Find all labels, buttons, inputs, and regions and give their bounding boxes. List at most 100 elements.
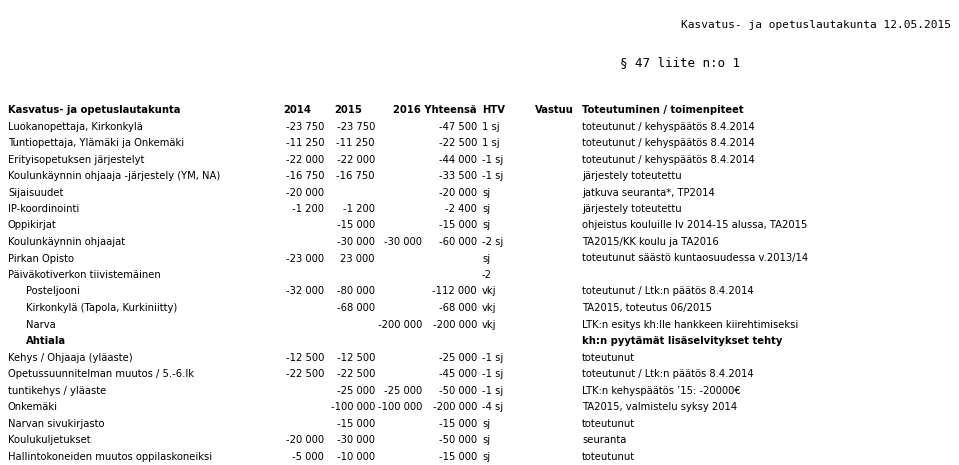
Text: kh:n pyytämät lisäselvitykset tehty: kh:n pyytämät lisäselvitykset tehty	[582, 336, 783, 346]
Text: Kirkonkylä (Tapola, Kurkiniitty): Kirkonkylä (Tapola, Kurkiniitty)	[26, 303, 177, 313]
Text: -12 500: -12 500	[286, 352, 324, 363]
Text: toteutunut / Ltk:n päätös 8.4.2014: toteutunut / Ltk:n päätös 8.4.2014	[582, 369, 754, 379]
Text: vkj: vkj	[482, 303, 497, 313]
Text: HTV: HTV	[482, 105, 505, 115]
Text: -1 sj: -1 sj	[482, 369, 503, 379]
Text: Erityisopetuksen järjestelyt: Erityisopetuksen järjestelyt	[8, 154, 145, 165]
Text: Ahtiala: Ahtiala	[26, 336, 66, 346]
Text: -1 sj: -1 sj	[482, 352, 503, 363]
Text: Posteljooni: Posteljooni	[26, 286, 80, 297]
Text: -22 500: -22 500	[286, 369, 324, 379]
Text: -2: -2	[482, 270, 492, 280]
Text: -100 000: -100 000	[331, 402, 375, 412]
Text: -112 000: -112 000	[433, 286, 477, 297]
Text: -1 200: -1 200	[292, 204, 324, 214]
Text: -15 000: -15 000	[439, 220, 477, 231]
Text: Vastuu: Vastuu	[535, 105, 573, 115]
Text: Narvan sivukirjasto: Narvan sivukirjasto	[8, 418, 105, 429]
Text: 1 sj: 1 sj	[482, 121, 500, 132]
Text: -22 500: -22 500	[337, 369, 375, 379]
Text: § 47 liite n:o 1: § 47 liite n:o 1	[620, 56, 740, 69]
Text: TA2015, valmistelu syksy 2014: TA2015, valmistelu syksy 2014	[582, 402, 737, 412]
Text: -44 000: -44 000	[439, 154, 477, 165]
Text: -5 000: -5 000	[292, 452, 324, 461]
Text: Koulunkäynnin ohjaajat: Koulunkäynnin ohjaajat	[8, 237, 125, 247]
Text: -11 250: -11 250	[337, 138, 375, 148]
Text: -68 000: -68 000	[439, 303, 477, 313]
Text: -30 000: -30 000	[337, 237, 375, 247]
Text: 1 sj: 1 sj	[482, 138, 500, 148]
Text: -200 000: -200 000	[433, 402, 477, 412]
Text: toteutunut: toteutunut	[582, 452, 635, 461]
Text: Opetussuunnitelman muutos / 5.-6.lk: Opetussuunnitelman muutos / 5.-6.lk	[8, 369, 194, 379]
Text: järjestely toteutettu: järjestely toteutettu	[582, 204, 682, 214]
Text: -33 500: -33 500	[439, 171, 477, 181]
Text: Narva: Narva	[26, 319, 56, 330]
Text: Onkemäki: Onkemäki	[8, 402, 58, 412]
Text: -68 000: -68 000	[337, 303, 375, 313]
Text: Tuntiopettaja, Ylämäki ja Onkemäki: Tuntiopettaja, Ylämäki ja Onkemäki	[8, 138, 184, 148]
Text: LTK:n kehyspäätös ’15: -20000€: LTK:n kehyspäätös ’15: -20000€	[582, 385, 740, 396]
Text: Kasvatus- ja opetuslautakunta: Kasvatus- ja opetuslautakunta	[8, 105, 180, 115]
Text: -25 000: -25 000	[337, 385, 375, 396]
Text: Koulukuljetukset: Koulukuljetukset	[8, 435, 90, 445]
Text: 2016 Yhteensä: 2016 Yhteensä	[392, 105, 477, 115]
Text: toteutunut säästö kuntaosuudessa v.2013/14: toteutunut säästö kuntaosuudessa v.2013/…	[582, 253, 808, 264]
Text: -25 000: -25 000	[439, 352, 477, 363]
Text: Pirkan Opisto: Pirkan Opisto	[8, 253, 74, 264]
Text: -15 000: -15 000	[337, 418, 375, 429]
Text: vkj: vkj	[482, 319, 497, 330]
Text: IP-koordinointi: IP-koordinointi	[8, 204, 80, 214]
Text: -22 000: -22 000	[286, 154, 324, 165]
Text: Kasvatus- ja opetuslautakunta 12.05.2015: Kasvatus- ja opetuslautakunta 12.05.2015	[681, 20, 951, 30]
Text: Päiväkotiverkon tiivistemäinen: Päiväkotiverkon tiivistemäinen	[8, 270, 161, 280]
Text: sj: sj	[482, 204, 490, 214]
Text: LTK:n esitys kh:lle hankkeen kiirehtimiseksi: LTK:n esitys kh:lle hankkeen kiirehtimis…	[582, 319, 798, 330]
Text: -15 000: -15 000	[439, 418, 477, 429]
Text: -11 250: -11 250	[286, 138, 324, 148]
Text: -200 000: -200 000	[433, 319, 477, 330]
Text: -20 000: -20 000	[439, 187, 477, 198]
Text: 23 000: 23 000	[340, 253, 375, 264]
Text: -2 sj: -2 sj	[482, 237, 503, 247]
Text: TA2015, toteutus 06/2015: TA2015, toteutus 06/2015	[582, 303, 712, 313]
Text: toteutunut: toteutunut	[582, 352, 635, 363]
Text: -45 000: -45 000	[439, 369, 477, 379]
Text: -50 000: -50 000	[439, 385, 477, 396]
Text: -23 000: -23 000	[286, 253, 324, 264]
Text: sj: sj	[482, 220, 490, 231]
Text: Koulunkäynnin ohjaaja -järjestely (YM, NA): Koulunkäynnin ohjaaja -järjestely (YM, N…	[8, 171, 221, 181]
Text: -47 500: -47 500	[439, 121, 477, 132]
Text: Oppikirjat: Oppikirjat	[8, 220, 57, 231]
Text: jatkuva seuranta*, TP2014: jatkuva seuranta*, TP2014	[582, 187, 714, 198]
Text: toteutunut / kehyspäätös 8.4.2014: toteutunut / kehyspäätös 8.4.2014	[582, 121, 755, 132]
Text: Toteutuminen / toimenpiteet: Toteutuminen / toimenpiteet	[582, 105, 743, 115]
Text: -23 750: -23 750	[286, 121, 324, 132]
Text: -16 750: -16 750	[337, 171, 375, 181]
Text: -22 000: -22 000	[337, 154, 375, 165]
Text: sj: sj	[482, 435, 490, 445]
Text: -25 000: -25 000	[384, 385, 422, 396]
Text: -16 750: -16 750	[286, 171, 324, 181]
Text: toteutunut / kehyspäätös 8.4.2014: toteutunut / kehyspäätös 8.4.2014	[582, 138, 755, 148]
Text: -1 sj: -1 sj	[482, 154, 503, 165]
Text: TA2015/KK koulu ja TA2016: TA2015/KK koulu ja TA2016	[582, 237, 718, 247]
Text: toteutunut / kehyspäätös 8.4.2014: toteutunut / kehyspäätös 8.4.2014	[582, 154, 755, 165]
Text: seuranta: seuranta	[582, 435, 626, 445]
Text: -20 000: -20 000	[286, 435, 324, 445]
Text: -2 400: -2 400	[445, 204, 477, 214]
Text: -1 200: -1 200	[343, 204, 375, 214]
Text: Sijaisuudet: Sijaisuudet	[8, 187, 63, 198]
Text: sj: sj	[482, 187, 490, 198]
Text: -100 000: -100 000	[378, 402, 422, 412]
Text: -20 000: -20 000	[286, 187, 324, 198]
Text: vkj: vkj	[482, 286, 497, 297]
Text: järjestely toteutettu: järjestely toteutettu	[582, 171, 682, 181]
Text: -23 750: -23 750	[337, 121, 375, 132]
Text: sj: sj	[482, 418, 490, 429]
Text: 2014: 2014	[283, 105, 311, 115]
Text: -1 sj: -1 sj	[482, 385, 503, 396]
Text: toteutunut / Ltk:n päätös 8.4.2014: toteutunut / Ltk:n päätös 8.4.2014	[582, 286, 754, 297]
Text: toteutunut: toteutunut	[582, 418, 635, 429]
Text: -15 000: -15 000	[439, 452, 477, 461]
